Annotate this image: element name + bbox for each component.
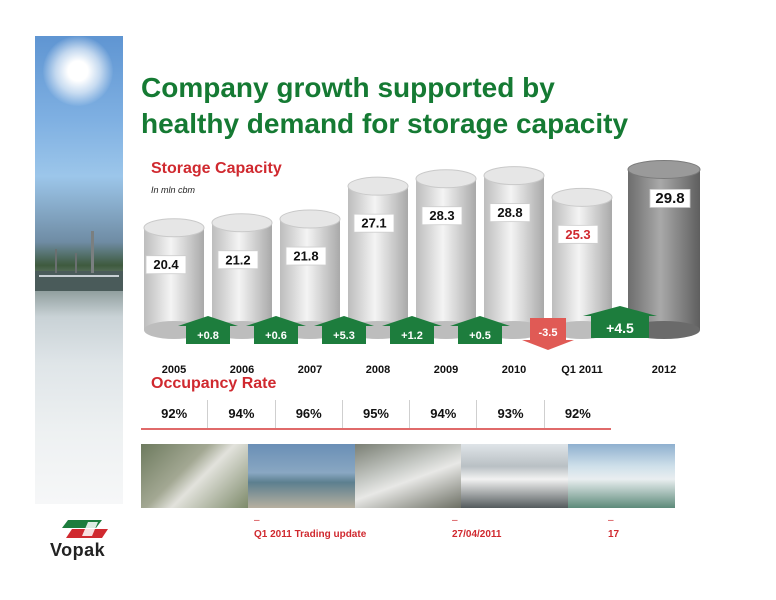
svg-text:29.8: 29.8: [655, 190, 684, 207]
category-label: 2005: [162, 364, 186, 376]
change-arrow-up: +1.2: [382, 316, 442, 344]
category-label: 2008: [366, 364, 390, 376]
occupancy-value: 94%: [410, 400, 478, 428]
capacity-bar: [415, 169, 477, 339]
capacity-value-label: 21.8: [285, 246, 327, 266]
capacity-bar: [279, 209, 341, 339]
terminal-photo-1: [141, 444, 248, 508]
footer-presentation: Q1 2011 Trading update: [254, 529, 367, 540]
change-arrow-up: +0.6: [246, 316, 306, 344]
change-arrow-up: +0.5: [450, 316, 510, 344]
capacity-bar: [211, 213, 273, 339]
chart-title: Storage Capacity: [151, 160, 282, 177]
svg-text:+4.5: +4.5: [606, 320, 634, 336]
terminal-photo-5: [568, 444, 675, 508]
slide-title-line-2: healthy demand for storage capacity: [141, 108, 629, 139]
svg-text:+0.5: +0.5: [469, 330, 491, 342]
change-arrow-down: -3.5: [522, 318, 574, 350]
change-arrow-up: +4.5: [583, 306, 657, 338]
svg-text:-3.5: -3.5: [539, 327, 558, 339]
terminal-photo-2: [247, 444, 355, 508]
terminal-photo-3: [354, 444, 462, 508]
category-label: 2009: [434, 364, 458, 376]
capacity-value-label: 20.4: [145, 255, 187, 275]
harbor-skyline: [35, 231, 123, 291]
svg-text:21.8: 21.8: [293, 249, 318, 264]
capacity-bar: [483, 166, 545, 339]
occupancy-value: 94%: [208, 400, 276, 428]
capacity-bar: [347, 176, 409, 339]
terminal-photos: [141, 444, 675, 508]
svg-text:21.2: 21.2: [225, 252, 250, 267]
port-photo: [35, 36, 123, 504]
footer: – Q1 2011 Trading update – 27/04/2011 – …: [0, 515, 776, 545]
change-arrow-up: +5.3: [314, 316, 374, 344]
terminal-photo-4: [461, 444, 569, 508]
footer-divider: –: [452, 515, 458, 526]
capacity-value-label: 25.3: [557, 224, 599, 244]
footer-date: 27/04/2011: [452, 529, 502, 540]
capacity-value-label: 21.2: [217, 250, 259, 270]
capacity-bar: [551, 187, 613, 339]
svg-text:+0.8: +0.8: [197, 330, 219, 342]
svg-text:25.3: 25.3: [565, 227, 590, 242]
svg-text:20.4: 20.4: [153, 257, 179, 272]
capacity-value-label: 28.3: [421, 206, 463, 226]
occupancy-title: Occupancy Rate: [151, 375, 277, 392]
category-label: 2007: [298, 364, 322, 376]
svg-text:+5.3: +5.3: [333, 330, 355, 342]
occupancy-value: 92%: [141, 400, 209, 428]
footer-divider: –: [608, 515, 614, 526]
vopak-logo-text: Vopak: [50, 540, 106, 560]
vopak-logo: Vopak: [50, 518, 120, 562]
vopak-logo-mark-icon: [62, 520, 108, 538]
capacity-value-label: 28.8: [489, 203, 531, 223]
occupancy-value: 95%: [343, 400, 411, 428]
chart-unit-note: In mln cbm: [151, 185, 196, 195]
category-label: Q1 2011: [561, 364, 603, 376]
occupancy-value: 92%: [564, 406, 591, 421]
capacity-value-label: 29.8: [649, 189, 691, 208]
occupancy-value: 93%: [477, 400, 545, 428]
svg-text:+0.6: +0.6: [265, 330, 287, 342]
occupancy-value: 96%: [276, 400, 343, 428]
slide-title: Company growth supported by healthy dema…: [141, 70, 741, 142]
capacity-value-label: 27.1: [353, 213, 395, 233]
svg-text:28.3: 28.3: [429, 208, 454, 223]
footer-page-number: 17: [608, 529, 620, 540]
category-label: 2012: [652, 364, 676, 376]
sun-glare: [43, 36, 113, 106]
footer-divider: –: [254, 515, 260, 526]
category-label: 2006: [230, 364, 254, 376]
slide-title-line-1: Company growth supported by: [141, 72, 555, 103]
svg-text:+1.2: +1.2: [401, 330, 423, 342]
svg-text:27.1: 27.1: [361, 216, 386, 231]
svg-text:28.8: 28.8: [497, 205, 522, 220]
occupancy-row: 92% 94% 96% 95% 94% 93% 92%: [141, 400, 611, 430]
change-arrow-up: +0.8: [178, 316, 238, 344]
category-label: 2010: [502, 364, 526, 376]
